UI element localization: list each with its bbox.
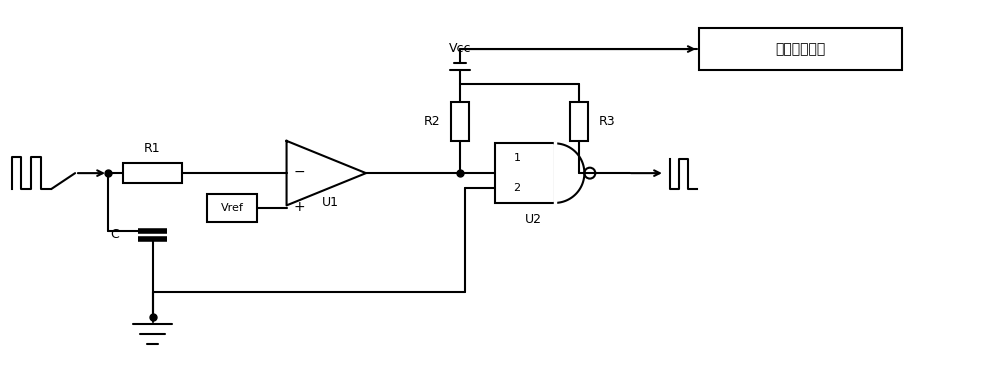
Text: 缺相故障信号: 缺相故障信号 — [775, 42, 825, 56]
Circle shape — [584, 168, 595, 178]
Text: 2: 2 — [513, 183, 520, 193]
Text: 1: 1 — [513, 153, 520, 163]
Bar — [451, 101, 469, 141]
Bar — [570, 101, 588, 141]
Text: −: − — [294, 165, 305, 179]
Text: R3: R3 — [599, 115, 616, 128]
Text: Vcc: Vcc — [449, 41, 472, 54]
Bar — [207, 194, 257, 222]
Text: C: C — [110, 228, 119, 241]
Text: +: + — [294, 200, 305, 214]
Text: U2: U2 — [525, 213, 542, 226]
Text: R1: R1 — [144, 142, 161, 155]
Bar — [123, 163, 182, 183]
Text: Vref: Vref — [221, 203, 243, 213]
Bar — [495, 143, 555, 203]
Text: U1: U1 — [322, 196, 339, 210]
Bar — [699, 28, 902, 70]
Text: R2: R2 — [424, 115, 441, 128]
